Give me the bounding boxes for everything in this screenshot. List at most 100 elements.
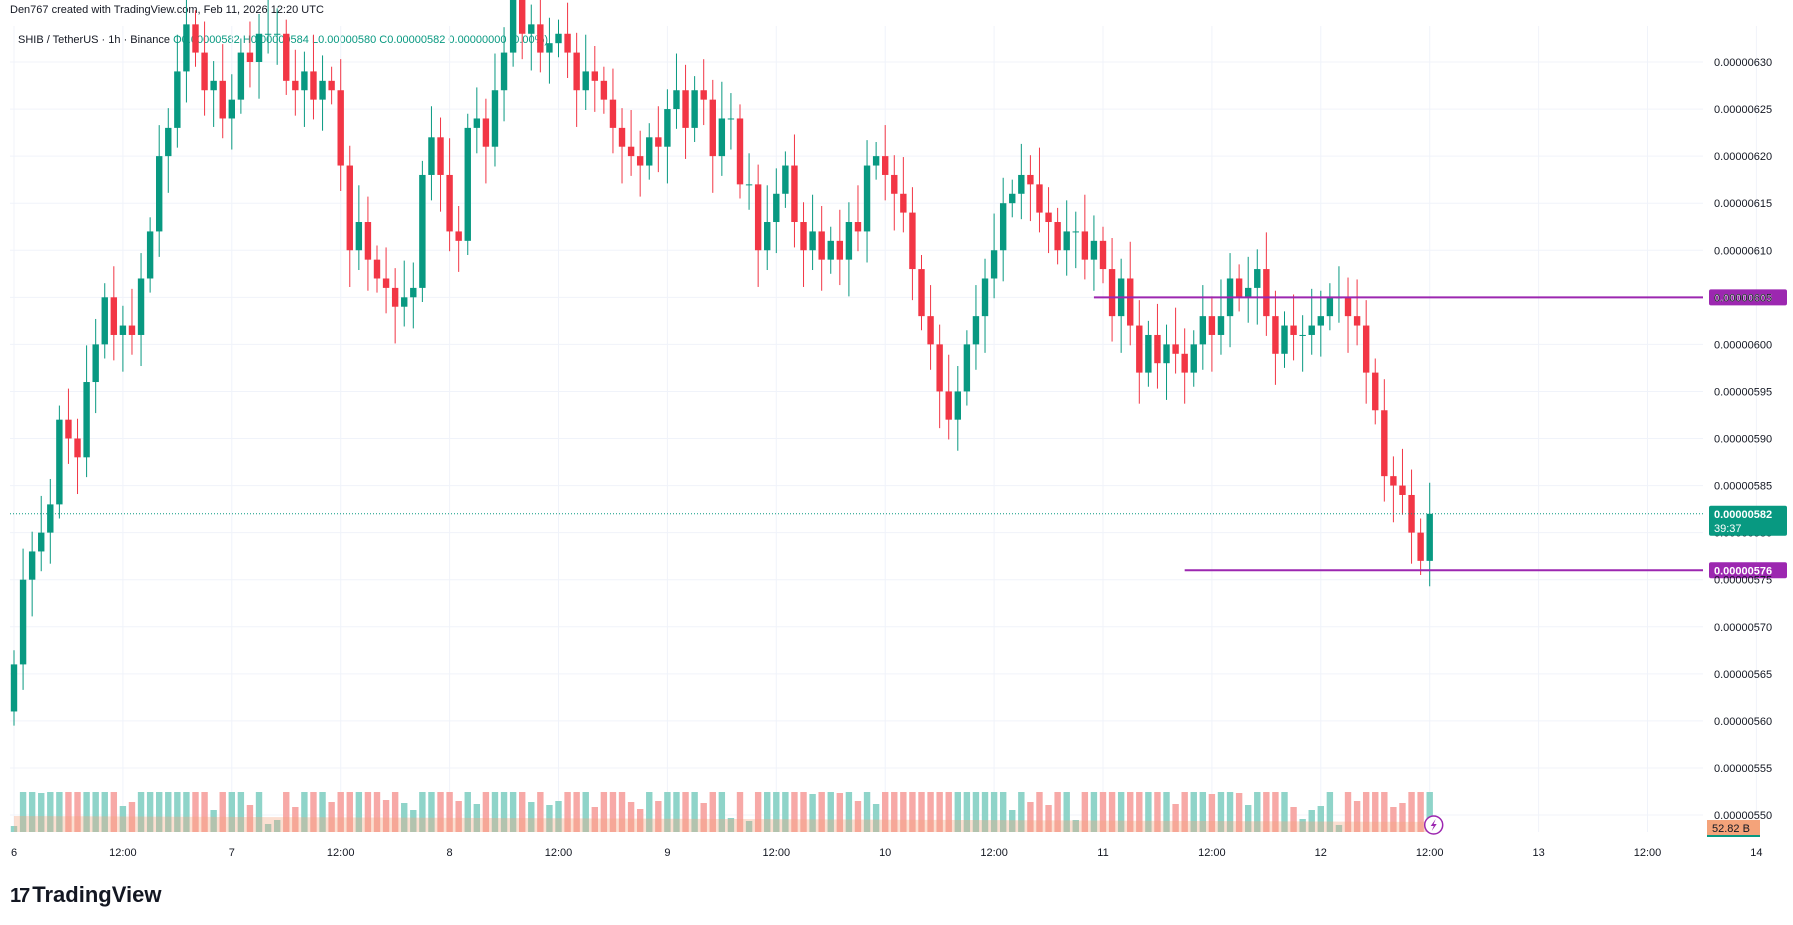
volume-bar: [156, 792, 163, 832]
candle-body: [264, 33, 272, 35]
candle-body: [1145, 334, 1152, 373]
volume-bar: [319, 792, 326, 832]
price-tick-label: 0.00000570: [1714, 622, 1772, 634]
candle-body: [936, 344, 943, 392]
volume-bar: [1217, 792, 1225, 832]
volume-bar: [401, 803, 408, 832]
volume-bar: [1190, 792, 1197, 832]
volume-bar: [255, 792, 263, 832]
candle-body: [1290, 325, 1297, 335]
time-tick-label: 12: [1315, 847, 1327, 859]
candle-body: [809, 231, 816, 251]
candle-body: [1081, 231, 1089, 260]
candle-body: [1154, 334, 1161, 364]
candle-body: [228, 99, 235, 119]
candles: [10, 0, 1433, 726]
candle-body: [927, 316, 934, 345]
candle-body: [618, 127, 626, 147]
volume-bar: [618, 792, 626, 832]
volume-bar: [882, 792, 889, 832]
volume-bar: [564, 792, 571, 832]
candle-body: [419, 174, 426, 288]
level-price-label: 0.00000576: [1714, 565, 1772, 577]
legend-change: 0.00000000 (0.00%): [448, 34, 549, 46]
volume-bar: [137, 792, 145, 832]
volume-bar: [283, 792, 290, 832]
candle-body: [92, 344, 99, 383]
volume-bar: [455, 801, 462, 832]
volume-bar: [1181, 792, 1188, 832]
volume-bar: [237, 792, 245, 832]
time-axis[interactable]: 6 12:00 7 12:00 8 12:00 9 12:00 10 12:00 11 12:00 12…: [11, 847, 1793, 859]
volume-bar: [1072, 820, 1079, 832]
volume-bar: [990, 792, 998, 832]
time-tick-label: 11: [1097, 847, 1108, 859]
candle-body: [709, 99, 716, 157]
volume-bar: [1399, 803, 1406, 832]
candle-body: [1281, 325, 1288, 354]
volume-bar: [891, 792, 898, 832]
volume-bar: [963, 792, 971, 832]
volume-bar: [482, 792, 490, 832]
volume-bar: [1163, 792, 1170, 832]
candle-body: [273, 33, 281, 35]
time-tick-label: 6: [11, 847, 17, 859]
volume-bar: [119, 806, 127, 832]
time-tick-label: 14: [1750, 847, 1762, 859]
candle-body: [482, 118, 490, 147]
volume-bar: [800, 792, 807, 832]
volume-bar: [836, 793, 844, 832]
candle-body: [1099, 240, 1107, 270]
price-tick-label: 0.00000600: [1714, 339, 1772, 351]
price-tick-label: 0.00000615: [1714, 198, 1772, 210]
volume-bar: [410, 810, 417, 832]
candle-body: [800, 222, 807, 251]
symbol-label[interactable]: SHIB / TetherUS · 1h · Binance: [18, 34, 171, 46]
level-price-badge: [1709, 562, 1787, 579]
candle-body: [1308, 325, 1315, 335]
candle-body: [455, 231, 462, 241]
time-tick-label: 12:00: [327, 847, 355, 859]
volume-bar: [954, 792, 961, 832]
volume-bar: [110, 792, 118, 832]
volume-bar: [727, 818, 735, 832]
volume-bar: [183, 792, 190, 832]
chart-credit: Den767 created with TradingView.com, Feb…: [10, 4, 324, 16]
candle-body: [700, 90, 707, 100]
volume-bar: [999, 792, 1007, 832]
volume-bar: [1417, 792, 1424, 832]
candle-body: [473, 118, 481, 128]
candle-body: [1181, 353, 1188, 373]
candle-body: [19, 579, 27, 665]
candle-body: [818, 231, 825, 260]
candle-body: [655, 137, 662, 147]
volume-bar: [1263, 792, 1270, 832]
candle-body: [736, 118, 744, 185]
candle-body: [627, 146, 635, 157]
candle-body: [10, 664, 18, 712]
tradingview-brand[interactable]: 17 TradingView: [10, 882, 161, 908]
volume-bar: [192, 792, 199, 832]
candle-body: [918, 269, 925, 317]
volume-bar: [655, 801, 662, 832]
candle-body: [1235, 278, 1243, 298]
volume-bar: [428, 792, 435, 832]
candle-body: [310, 71, 317, 100]
volume-bar: [1099, 792, 1107, 832]
candle-body: [401, 297, 408, 307]
candle-body: [337, 90, 344, 166]
candle-body: [428, 137, 435, 175]
volume-bar: [464, 792, 471, 832]
volume-bar: [863, 792, 871, 832]
price-axis[interactable]: 0.00000630 0.00000625 0.00000620 0.00000615…: [1714, 57, 1772, 822]
volume-bar: [546, 805, 553, 832]
volume-bar: [673, 792, 680, 832]
candle-body: [591, 71, 598, 81]
candle-body: [673, 90, 680, 110]
volume-bar: [128, 802, 136, 832]
price-tick-label: 0.00000620: [1714, 151, 1772, 163]
volume-bar: [900, 792, 907, 832]
volume-bar: [1235, 793, 1243, 832]
volume-bar: [854, 801, 862, 832]
